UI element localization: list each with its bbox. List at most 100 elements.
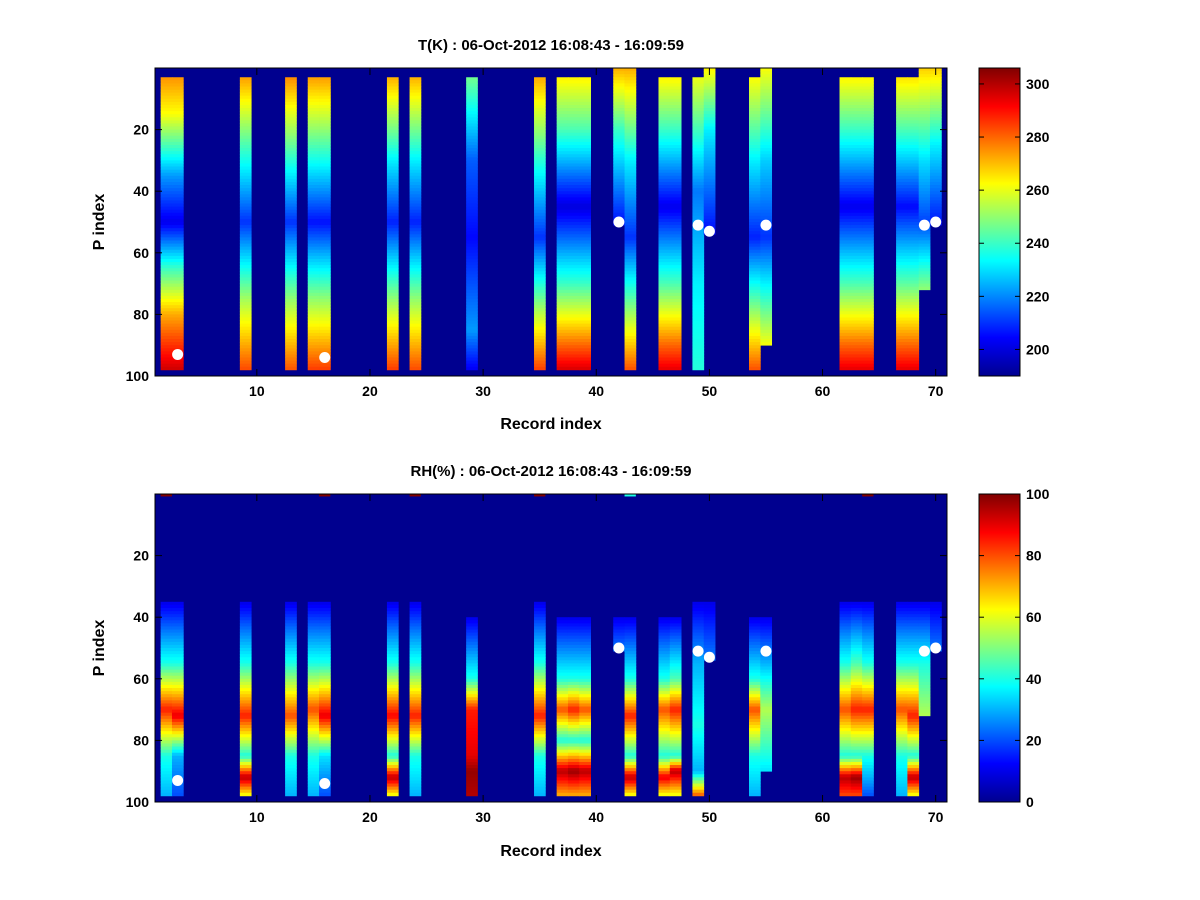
cell <box>466 654 478 658</box>
cell <box>239 691 252 695</box>
profile-column-35 <box>534 601 546 797</box>
cell <box>409 620 422 624</box>
cell <box>386 163 399 167</box>
cell <box>749 700 761 704</box>
cell <box>160 329 173 334</box>
cell <box>624 200 637 204</box>
cell <box>839 718 852 723</box>
cell <box>907 332 920 337</box>
cell <box>692 178 705 183</box>
cell <box>624 626 637 630</box>
cell <box>839 289 852 294</box>
cell <box>658 703 671 707</box>
cell <box>579 706 591 710</box>
cell <box>160 706 173 710</box>
cell <box>862 617 874 621</box>
cell <box>386 709 399 714</box>
cell <box>579 305 591 309</box>
cell <box>409 752 422 757</box>
cell <box>692 123 705 127</box>
cell <box>307 626 320 630</box>
cell <box>409 311 422 315</box>
cell <box>850 181 863 186</box>
cell <box>839 780 852 784</box>
cell <box>839 725 852 729</box>
cell <box>703 623 716 627</box>
cell <box>918 243 931 248</box>
cell <box>466 663 478 667</box>
cell <box>918 135 931 140</box>
cell <box>579 191 591 195</box>
cell <box>466 648 478 652</box>
cell <box>171 108 184 112</box>
cell <box>556 752 569 757</box>
cell <box>534 135 546 140</box>
cell <box>386 138 399 143</box>
cell <box>307 740 320 744</box>
cell <box>862 108 874 112</box>
cell <box>692 345 705 349</box>
cell <box>319 700 331 704</box>
cell <box>862 117 874 121</box>
cell <box>466 234 478 238</box>
cell <box>850 92 863 97</box>
cell <box>896 317 908 321</box>
cell <box>160 151 173 155</box>
cell <box>409 681 422 686</box>
cell <box>160 111 173 115</box>
cell <box>850 780 863 784</box>
cell <box>839 197 852 201</box>
cell <box>556 789 569 794</box>
cell <box>760 305 773 309</box>
cell <box>918 691 931 695</box>
cell <box>862 181 874 186</box>
cell <box>567 305 580 309</box>
cell <box>386 234 399 238</box>
cell <box>579 354 591 358</box>
cell <box>556 203 569 207</box>
cell <box>466 360 478 365</box>
cell <box>285 332 297 337</box>
cell <box>466 617 478 621</box>
cell <box>386 314 399 318</box>
cell <box>669 166 682 171</box>
cell <box>613 200 625 204</box>
cell <box>556 172 569 177</box>
cell <box>534 295 546 300</box>
cell <box>285 774 297 778</box>
cell <box>692 342 705 346</box>
cell <box>534 151 546 155</box>
cell <box>556 638 569 643</box>
cell <box>285 292 297 297</box>
cell <box>409 249 422 254</box>
cell <box>409 117 422 121</box>
cell <box>319 734 331 738</box>
cell <box>692 108 705 112</box>
cell <box>669 755 682 760</box>
cell <box>579 657 591 661</box>
cell <box>307 718 320 723</box>
cell <box>171 101 184 106</box>
cell <box>669 154 682 158</box>
cell <box>862 240 874 244</box>
cell <box>669 249 682 254</box>
cell <box>839 228 852 232</box>
cell <box>285 262 297 266</box>
cell <box>918 185 931 189</box>
cell <box>171 638 184 643</box>
cell <box>534 271 546 275</box>
cell <box>760 126 773 130</box>
cell <box>171 734 184 738</box>
cell <box>669 697 682 701</box>
cell <box>386 663 399 667</box>
cell <box>409 154 422 158</box>
cell <box>386 145 399 149</box>
cell <box>386 95 399 100</box>
cell <box>386 151 399 155</box>
cell <box>749 83 761 87</box>
cell <box>319 752 331 757</box>
cell <box>703 209 716 214</box>
cell <box>466 308 478 312</box>
cell <box>658 194 671 198</box>
cell <box>307 249 320 254</box>
